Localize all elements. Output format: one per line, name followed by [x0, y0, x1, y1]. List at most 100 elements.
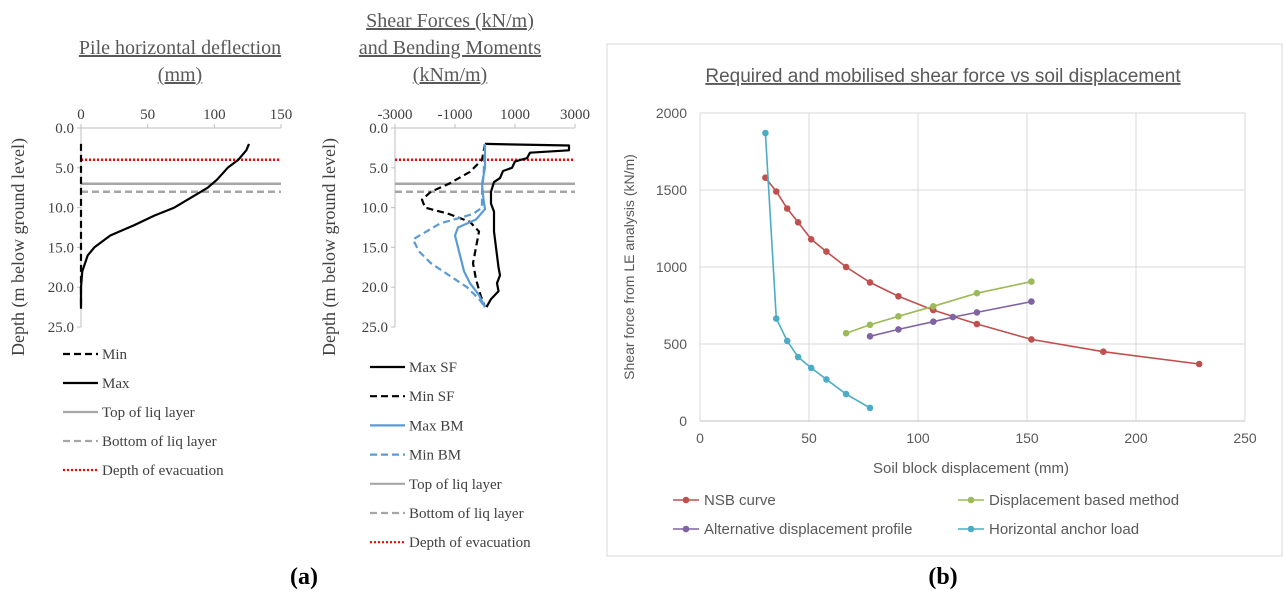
a2-y-tick-label: 25.0: [362, 320, 388, 336]
chart-b-legend-marker: [682, 525, 690, 533]
a2-y-tick-label: 20.0: [362, 280, 388, 296]
a1-x-tick-label: 100: [203, 107, 226, 123]
shear-bending-axes: -3000 -1000 1000 3000 0.0 5.0 10.0 15.0 20.0 25.0: [362, 107, 590, 336]
chart-b-y-tick-label: 500: [664, 336, 688, 352]
chart-b-legend-label: Alternative displacement profile: [704, 521, 912, 538]
chart-b-legend-marker: [967, 525, 975, 533]
chart-b-y-tick-label: 2000: [656, 105, 687, 121]
shear-bending-legend: Max SF Min SF Max BM Min BM Top of liq layer…: [370, 360, 531, 551]
a1-y-tick-label: 0.0: [55, 121, 74, 137]
chart-b-point-horizontal-anchor-load: [866, 404, 874, 412]
a1-y-tick-label: 5.0: [55, 161, 74, 177]
chart-b-point-nsb-curve: [866, 279, 874, 286]
chart-b-point-horizontal-anchor-load: [823, 376, 830, 383]
chart-b-point-horizontal-anchor-load: [794, 353, 802, 361]
chart-b-point-nsb-curve: [1100, 348, 1107, 356]
deflection-y-axis-label: Depth (m below ground level): [8, 138, 29, 356]
caption-a: (a): [290, 564, 318, 590]
a2-series-min-bm: [411, 143, 487, 308]
shear-bending-chart: Shear Forces (kN/m) and Bending Moments …: [319, 10, 590, 551]
a2-y-tick-label: 15.0: [362, 240, 388, 256]
caption-b: (b): [928, 564, 957, 590]
chart-b-x-axis-label: Soil block displacement (mm): [873, 460, 1069, 477]
chart-b-point-alternative-displacement-profile: [1028, 298, 1035, 305]
a1-y-tick-label: 25.0: [48, 320, 74, 336]
chart-b-point-displacement-based-method: [895, 313, 902, 320]
chart-b-x-tick-label: 200: [1124, 430, 1148, 446]
chart-b-point-nsb-curve: [1195, 360, 1203, 368]
a1-x-tick-label: 150: [270, 107, 293, 123]
a2-legend-label: Max SF: [409, 360, 457, 376]
chart-b-point-nsb-curve: [807, 236, 815, 243]
a1-y-tick-label: 15.0: [48, 240, 74, 256]
deflection-title: Pile horizontal deflection (mm): [79, 37, 281, 86]
chart-b-point-displacement-based-method: [842, 329, 850, 337]
chart-b-legend-label: Horizontal anchor load: [989, 521, 1139, 538]
a2-x-tick-label: -1000: [438, 107, 473, 123]
a2-x-tick-label: 3000: [560, 107, 590, 123]
chart-b-series: [762, 129, 1203, 412]
chart-b-y-tick-label: 1500: [656, 182, 687, 198]
a2-legend-label: Depth of evacuation: [409, 535, 531, 551]
a2-series-max-sf: [484, 142, 571, 308]
a2-legend-label: Min SF: [409, 389, 454, 405]
chart-b-point-alternative-displacement-profile: [930, 318, 937, 326]
a2-series-max-bm: [453, 143, 487, 308]
chart-b-point-nsb-curve: [823, 248, 830, 255]
chart-b-point-horizontal-anchor-load: [807, 364, 815, 372]
shear-bending-title-line-2: and Bending Moments: [359, 37, 541, 59]
deflection-legend: Min Max Top of liq layer Bottom of liq laye…: [63, 347, 224, 479]
deflection-title-line-2: (mm): [158, 64, 202, 86]
chart-b-x-tick-label: 0: [696, 430, 704, 446]
chart-b-point-displacement-based-method: [1028, 278, 1035, 285]
a2-y-tick-label: 0.0: [369, 121, 388, 137]
chart-b-point-displacement-based-method: [866, 321, 874, 329]
chart-b-x-tick-label: 250: [1233, 430, 1257, 446]
shear-bending-title-line-1: Shear Forces (kN/m): [366, 10, 534, 32]
chart-b-point-horizontal-anchor-load: [762, 129, 769, 137]
a1-legend-label: Max: [102, 376, 130, 392]
chart-b-point-nsb-curve: [842, 263, 850, 271]
deflection-chart: Pile horizontal deflection (mm) 0 50 100 15…: [8, 37, 292, 479]
a2-legend-label: Max BM: [409, 418, 464, 434]
a2-x-tick-label: -3000: [378, 107, 413, 123]
chart-b-x-tick-label: 50: [801, 430, 817, 446]
chart-b-series-alternative-displacement-profile: [869, 300, 1032, 338]
a2-legend-label: Top of liq layer: [409, 477, 502, 493]
a1-legend-label: Min: [102, 347, 128, 363]
chart-b-point-nsb-curve: [773, 188, 780, 195]
chart-b-point-alternative-displacement-profile: [895, 326, 902, 333]
deflection-series: [79, 143, 281, 309]
chart-b-legend: NSB curve Displacement based method Altern…: [673, 492, 1179, 538]
a1-x-tick-label: 0: [77, 107, 85, 123]
a2-legend-label: Bottom of liq layer: [409, 506, 524, 522]
chart-b-point-horizontal-anchor-load: [842, 390, 850, 398]
deflection-title-line-1: Pile horizontal deflection: [79, 37, 281, 59]
deflection-axes: 0 50 100 150 0.0 5.0 10.0 15.0 20.0 25.0: [48, 107, 293, 336]
chart-b-legend-label: Displacement based method: [989, 492, 1179, 509]
a2-legend-label: Min BM: [409, 448, 461, 464]
chart-b-series-horizontal-anchor-load: [764, 132, 871, 409]
chart-b-x-tick-label: 100: [906, 430, 930, 446]
shear-bending-title-line-3: (kNm/m): [413, 64, 487, 86]
chart-b-legend-marker: [967, 496, 975, 504]
a2-x-tick-label: 1000: [500, 107, 530, 123]
a1-legend-label: Depth of evacuation: [102, 463, 224, 479]
shear-bending-title: Shear Forces (kN/m) and Bending Moments …: [359, 10, 541, 86]
chart-b-point-nsb-curve: [783, 205, 791, 212]
chart-b-y-axis-label: Shear force from LE analysis (kN/m): [621, 154, 637, 380]
chart-b-axes: 0 50 100 150 200 250 0 500 1000 1500 2000: [656, 105, 1257, 446]
chart-b-title: Required and mobilised shear force vs so…: [705, 66, 1181, 87]
a1-x-tick-label: 50: [140, 107, 155, 123]
shear-bending-series: [395, 142, 575, 308]
chart-b-point-nsb-curve: [794, 219, 802, 226]
shear-bending-y-axis-label: Depth (m below ground level): [319, 138, 340, 356]
a1-y-tick-label: 10.0: [48, 201, 74, 217]
a1-series-max: [79, 143, 251, 309]
chart-b-point-horizontal-anchor-load: [783, 337, 791, 345]
chart-b-point-nsb-curve: [895, 293, 902, 300]
chart-b-series-displacement-based-method: [845, 280, 1032, 334]
chart-b-point-horizontal-anchor-load: [773, 315, 780, 322]
chart-b-point-alternative-displacement-profile: [949, 313, 957, 321]
